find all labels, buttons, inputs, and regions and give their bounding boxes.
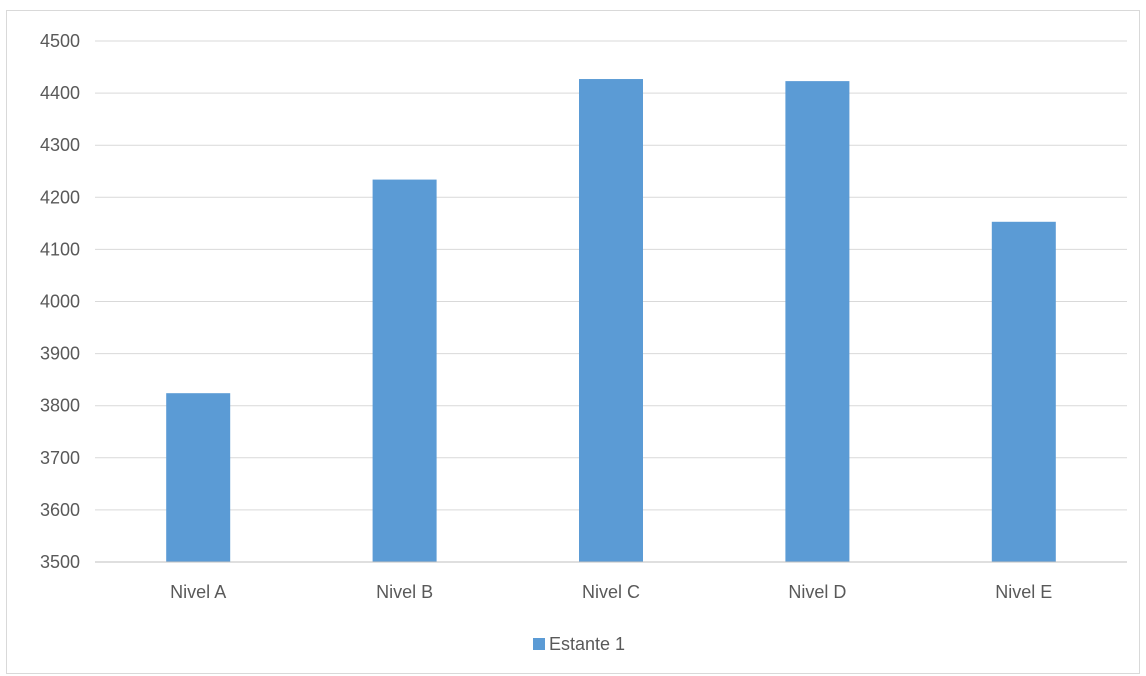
y-tick-label-4200: 4200 — [40, 187, 80, 207]
x-tick-label-nivel-b: Nivel B — [376, 582, 433, 602]
bar-nivel-c — [579, 79, 643, 563]
x-tick-label-nivel-c: Nivel C — [582, 582, 640, 602]
y-axis-tick-labels: 3500 3600 3700 3800 3900 4000 4100 4200 4300 4400… — [40, 31, 80, 572]
legend-label-estante-1: Estante 1 — [549, 634, 625, 654]
bars — [166, 79, 1056, 563]
y-tick-label-4300: 4300 — [40, 135, 80, 155]
y-tick-label-3600: 3600 — [40, 500, 80, 520]
bar-nivel-e — [991, 221, 1056, 563]
x-axis-tick-labels: Nivel A Nivel B Nivel C Nivel D Nivel E — [170, 582, 1052, 602]
x-tick-label-nivel-e: Nivel E — [995, 582, 1052, 602]
bar-nivel-b — [372, 179, 437, 562]
y-tick-label-4100: 4100 — [40, 239, 80, 259]
y-tick-label-4000: 4000 — [40, 292, 80, 312]
x-tick-label-nivel-d: Nivel D — [788, 582, 846, 602]
y-tick-label-4400: 4400 — [40, 83, 80, 103]
y-tick-label-3700: 3700 — [40, 448, 80, 468]
y-tick-label-3800: 3800 — [40, 396, 80, 416]
legend: Estante 1 — [533, 634, 625, 654]
legend-swatch-estante-1 — [533, 638, 545, 650]
bar-nivel-a — [166, 393, 231, 562]
y-tick-label-3500: 3500 — [40, 552, 80, 572]
chart-frame — [6, 10, 1140, 674]
y-tick-label-3900: 3900 — [40, 344, 80, 364]
y-tick-label-4500: 4500 — [40, 31, 80, 51]
x-tick-label-nivel-a: Nivel A — [170, 582, 226, 602]
bar-nivel-d — [785, 81, 850, 562]
